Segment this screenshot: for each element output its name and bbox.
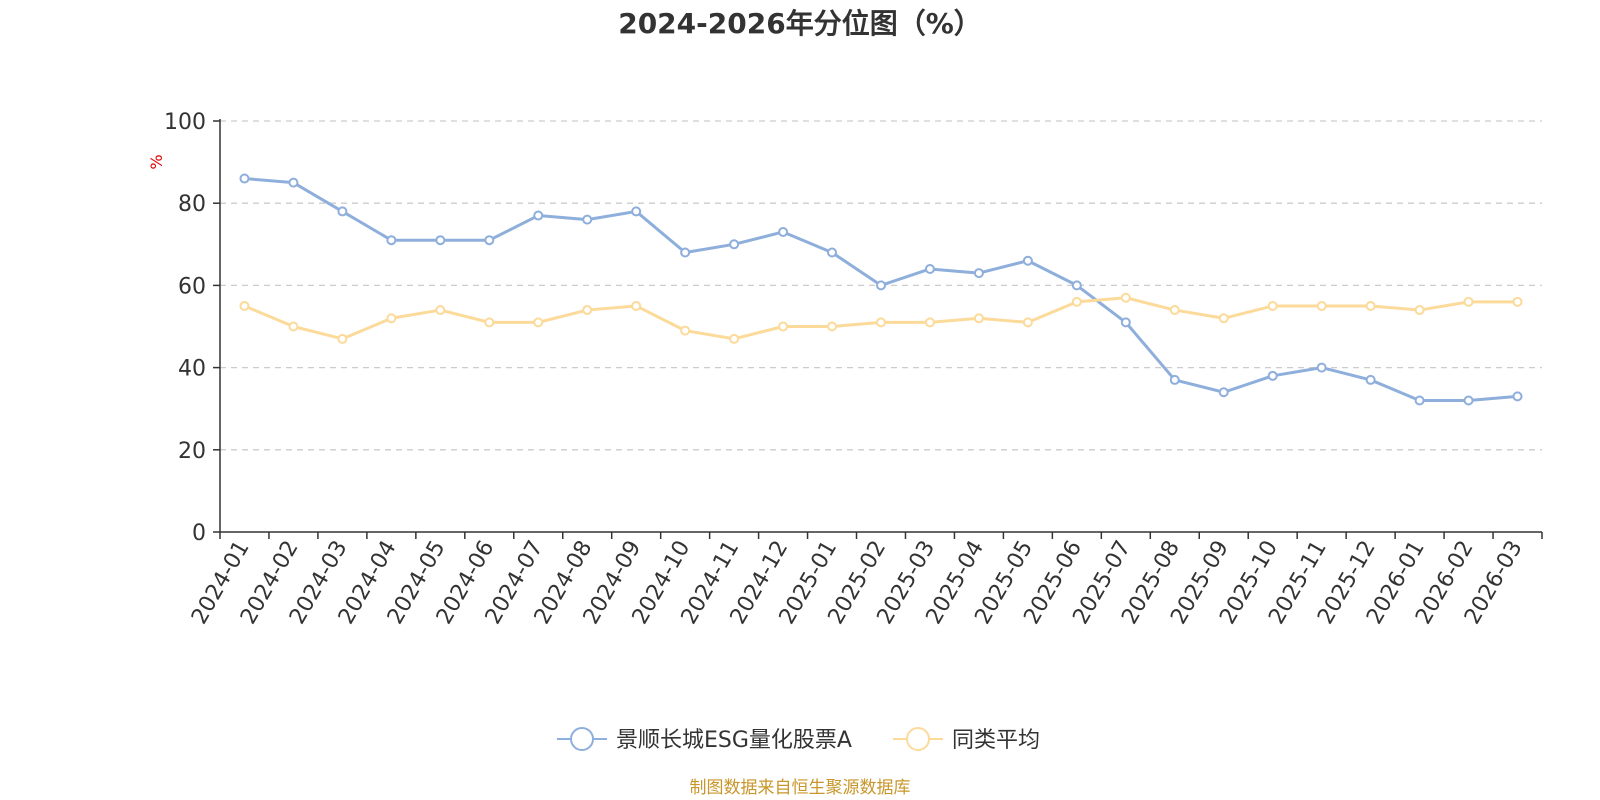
data-point[interactable] [973,313,984,324]
data-point[interactable] [386,235,397,246]
y-tick-label: 40 [178,357,206,382]
legend-label: 同类平均 [952,728,1040,753]
data-point[interactable] [1218,387,1229,398]
data-point[interactable] [1365,374,1376,385]
legend-marker [570,727,594,751]
data-point[interactable] [484,317,495,328]
data-point[interactable] [1120,317,1131,328]
data-point[interactable] [1316,300,1327,311]
data-point[interactable] [1414,305,1425,316]
data-point[interactable] [582,214,593,225]
data-point[interactable] [631,206,642,217]
data-point[interactable] [778,321,789,332]
y-tick-label: 80 [178,192,206,217]
legend-item[interactable]: 同类平均 [893,727,1040,753]
data-point[interactable] [973,268,984,279]
y-tick-label: 20 [178,439,206,464]
data-point[interactable] [1169,374,1180,385]
series-group [239,292,1523,344]
data-point[interactable] [533,210,544,221]
data-point[interactable] [337,333,348,344]
chart-title: 2024-2026年分位图（%） [618,7,982,40]
data-point[interactable] [1512,391,1523,402]
legend[interactable]: 景顺长城ESG量化股票A 同类平均 [557,727,1040,753]
data-point[interactable] [239,173,250,184]
data-point[interactable] [1071,296,1082,307]
y-tick-label: 60 [178,274,206,299]
data-point[interactable] [827,247,838,258]
series-group [239,173,1523,406]
data-point[interactable] [1120,292,1131,303]
data-point[interactable] [1071,280,1082,291]
data-point[interactable] [239,300,250,311]
data-point[interactable] [1316,362,1327,373]
data-point[interactable] [631,300,642,311]
data-point[interactable] [1218,313,1229,324]
series-lines [239,173,1523,406]
data-point[interactable] [386,313,397,324]
axes: 0204060801002024-012024-022024-032024-04… [164,110,1543,629]
data-point[interactable] [435,235,446,246]
data-point[interactable] [1169,305,1180,316]
y-tick-label: 100 [164,110,206,135]
data-point[interactable] [680,325,691,336]
data-point[interactable] [778,226,789,237]
data-point[interactable] [1365,300,1376,311]
y-axis-unit: % [147,154,166,169]
legend-marker [906,727,930,751]
legend-item[interactable]: 景顺长城ESG量化股票A [557,727,852,753]
data-point[interactable] [1022,255,1033,266]
data-point[interactable] [337,206,348,217]
data-point[interactable] [729,239,740,250]
data-point[interactable] [876,280,886,291]
data-point[interactable] [876,317,886,328]
data-point[interactable] [288,321,299,332]
data-point[interactable] [729,333,740,344]
data-point[interactable] [533,317,544,328]
data-point[interactable] [1267,300,1278,311]
legend-label: 景顺长城ESG量化股票A [616,728,852,753]
data-point[interactable] [680,247,691,258]
data-point[interactable] [582,305,593,316]
data-point[interactable] [1267,370,1278,381]
data-point[interactable] [1512,296,1523,307]
data-point[interactable] [924,317,935,328]
y-tick-label: 0 [192,521,206,546]
data-point[interactable] [435,305,446,316]
data-point[interactable] [924,263,935,274]
data-point[interactable] [1414,395,1425,406]
data-point[interactable] [1022,317,1033,328]
data-point[interactable] [827,321,838,332]
data-point[interactable] [1463,395,1474,406]
data-point[interactable] [484,235,495,246]
data-point[interactable] [1463,296,1474,307]
data-point[interactable] [288,177,299,188]
source-note: 制图数据来自恒生聚源数据库 [690,778,911,798]
